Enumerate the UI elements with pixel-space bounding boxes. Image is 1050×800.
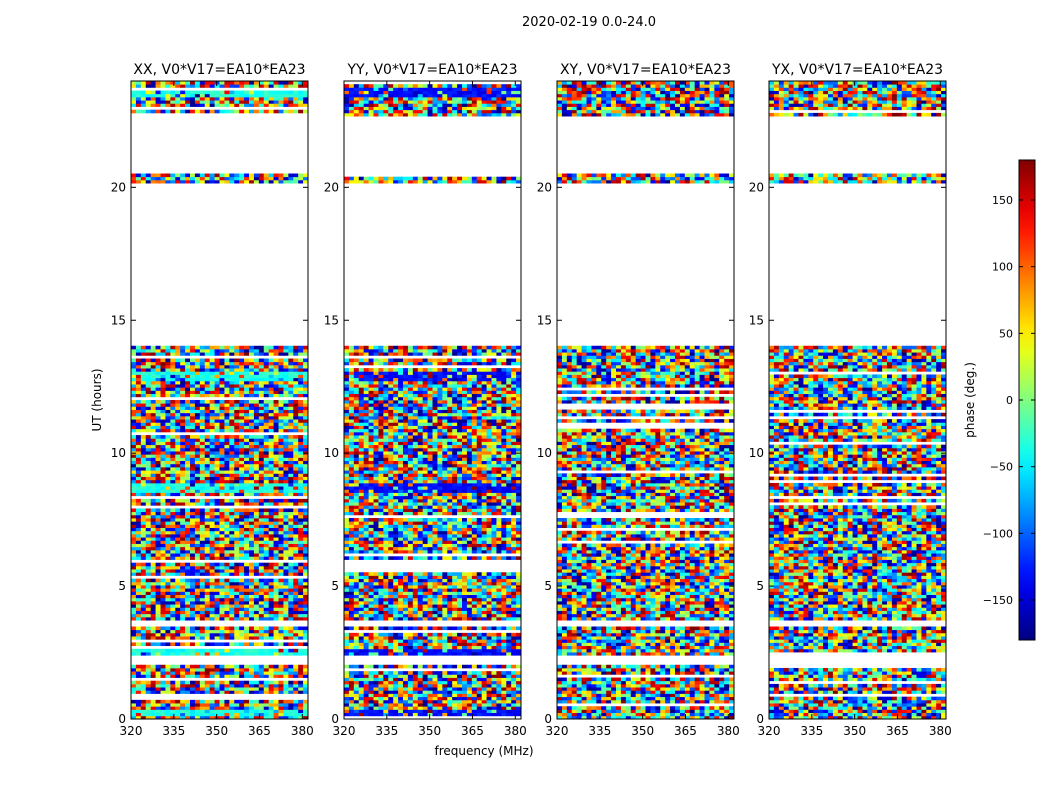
colorbar: 150 100 50 0 −50 −100 −150: [983, 159, 1036, 641]
x-tick-label: 335: [800, 724, 823, 738]
heatmap: [131, 81, 308, 719]
x-tick-label: 365: [886, 724, 909, 738]
y-tick-label: 20: [749, 180, 764, 194]
y-tick-label: 5: [331, 579, 339, 593]
x-tick-label: 320: [333, 724, 356, 738]
panel-title: YX, V0*V17=EA10*EA23: [771, 62, 943, 78]
panel-frame: [343, 80, 522, 720]
x-tick-label: 320: [758, 724, 781, 738]
x-tick-label: 380: [717, 724, 740, 738]
panels: XX, V0*V17=EA10*EA23 0 5 10 15 20 320 335 350 365…: [111, 62, 952, 738]
x-tick-label: 380: [291, 724, 314, 738]
colorbar-label: phase (deg.): [963, 362, 977, 438]
x-tick-label: 365: [461, 724, 484, 738]
panel-title: XX, V0*V17=EA10*EA23: [133, 62, 305, 78]
panel-frame: [130, 80, 309, 720]
y-tick-label: 15: [324, 313, 339, 327]
x-tick-label: 335: [162, 724, 185, 738]
colorbar-tick-label: −150: [983, 594, 1013, 607]
panel-0: XX, V0*V17=EA10*EA23 0 5 10 15 20 320 335 350 365…: [111, 62, 314, 738]
y-tick-label: 0: [544, 712, 552, 726]
y-tick-label: 15: [111, 313, 126, 327]
colorbar-tick-label: 0: [1006, 394, 1013, 407]
x-tick-label: 380: [929, 724, 952, 738]
colorbar-tick-label: 100: [992, 261, 1013, 274]
y-tick-label: 10: [537, 446, 552, 460]
y-tick-label: 20: [324, 180, 339, 194]
colorbar-tick-label: −50: [990, 461, 1013, 474]
x-tick-label: 365: [248, 724, 271, 738]
heatmap: [769, 81, 946, 719]
y-tick-label: 0: [118, 712, 126, 726]
panel-title: XY, V0*V17=EA10*EA23: [560, 62, 731, 78]
x-tick-label: 350: [631, 724, 654, 738]
panel-frame: [768, 80, 947, 720]
y-tick-label: 10: [749, 446, 764, 460]
panel-2: XY, V0*V17=EA10*EA23 0 5 10 15 20 320 335 350 365…: [537, 62, 740, 738]
y-tick-label: 5: [118, 579, 126, 593]
x-tick-label: 335: [588, 724, 611, 738]
colorbar-tick-label: 150: [992, 194, 1013, 207]
y-tick-label: 15: [537, 313, 552, 327]
y-tick-label: 5: [756, 579, 764, 593]
y-tick-label: 20: [537, 180, 552, 194]
panel-title: YY, V0*V17=EA10*EA23: [346, 62, 517, 78]
y-axis-label: UT (hours): [90, 368, 104, 431]
panel-3: YX, V0*V17=EA10*EA23 0 5 10 15 20 320 335 350 365…: [749, 62, 952, 738]
y-tick-label: 0: [756, 712, 764, 726]
heatmap: [344, 84, 521, 717]
colorbar-tick-label: 50: [999, 327, 1013, 340]
colorbar-tick-label: −100: [983, 527, 1013, 540]
y-tick-label: 20: [111, 180, 126, 194]
x-tick-label: 350: [843, 724, 866, 738]
y-tick-label: 15: [749, 313, 764, 327]
x-tick-label: 335: [375, 724, 398, 738]
figure-suptitle: 2020-02-19 0.0-24.0: [522, 15, 656, 30]
x-axis-label: frequency (MHz): [434, 744, 533, 758]
y-tick-label: 10: [324, 446, 339, 460]
x-tick-label: 350: [205, 724, 228, 738]
y-tick-label: 10: [111, 446, 126, 460]
y-tick-label: 0: [331, 712, 339, 726]
heatmap: [557, 81, 734, 719]
x-tick-label: 380: [504, 724, 527, 738]
y-tick-label: 5: [544, 579, 552, 593]
x-tick-label: 350: [418, 724, 441, 738]
panel-1: YY, V0*V17=EA10*EA23 0 5 10 15 20 320 335 350 365…: [324, 62, 527, 738]
x-tick-label: 320: [120, 724, 143, 738]
x-tick-label: 320: [546, 724, 569, 738]
panel-frame: [556, 80, 735, 720]
x-tick-label: 365: [674, 724, 697, 738]
